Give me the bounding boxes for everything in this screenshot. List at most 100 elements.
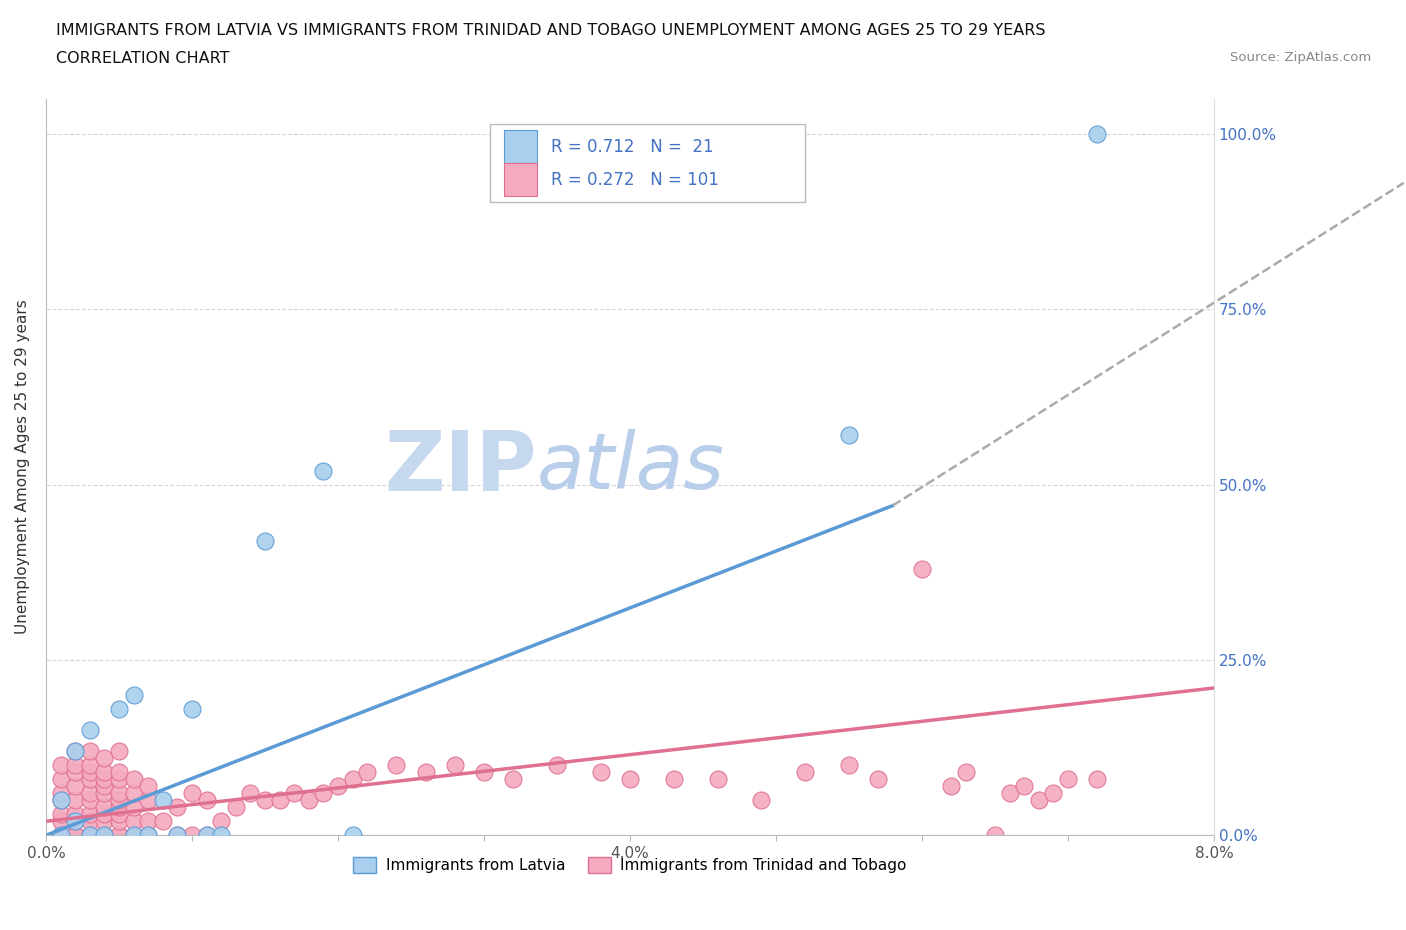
- Point: [108, 800, 131, 815]
- Point: [209, 828, 232, 843]
- Point: [166, 828, 188, 843]
- Point: [93, 786, 115, 801]
- Y-axis label: Unemployment Among Ages 25 to 29 years: Unemployment Among Ages 25 to 29 years: [15, 299, 30, 634]
- Point: [838, 758, 860, 773]
- Point: [63, 828, 86, 843]
- Point: [136, 792, 159, 807]
- Point: [79, 772, 101, 787]
- Point: [122, 828, 145, 843]
- Point: [955, 764, 977, 779]
- Point: [619, 772, 641, 787]
- Point: [79, 786, 101, 801]
- Point: [662, 772, 685, 787]
- Point: [93, 828, 115, 843]
- Legend: Immigrants from Latvia, Immigrants from Trinidad and Tobago: Immigrants from Latvia, Immigrants from …: [347, 851, 912, 879]
- Point: [385, 758, 408, 773]
- Point: [166, 800, 188, 815]
- Point: [122, 772, 145, 787]
- Point: [63, 807, 86, 822]
- Point: [49, 828, 72, 843]
- Point: [1057, 772, 1080, 787]
- Point: [93, 764, 115, 779]
- Point: [49, 772, 72, 787]
- Point: [108, 792, 131, 807]
- Point: [49, 792, 72, 807]
- Point: [1042, 786, 1064, 801]
- Point: [79, 828, 101, 843]
- Point: [356, 764, 378, 779]
- Point: [1012, 778, 1035, 793]
- Point: [63, 744, 86, 759]
- Point: [152, 814, 174, 829]
- Point: [79, 792, 101, 807]
- Point: [49, 792, 72, 807]
- Point: [136, 828, 159, 843]
- Point: [63, 814, 86, 829]
- Point: [181, 786, 204, 801]
- Point: [93, 778, 115, 793]
- Point: [79, 723, 101, 737]
- Point: [749, 792, 772, 807]
- Point: [794, 764, 817, 779]
- Point: [108, 744, 131, 759]
- Point: [79, 828, 101, 843]
- Point: [326, 778, 349, 793]
- Point: [181, 828, 204, 843]
- Point: [312, 463, 335, 478]
- Text: R = 0.272   N = 101: R = 0.272 N = 101: [551, 171, 718, 189]
- Point: [79, 807, 101, 822]
- Point: [79, 828, 101, 843]
- Text: Source: ZipAtlas.com: Source: ZipAtlas.com: [1230, 51, 1371, 64]
- Point: [122, 786, 145, 801]
- Point: [108, 828, 131, 843]
- Text: IMMIGRANTS FROM LATVIA VS IMMIGRANTS FROM TRINIDAD AND TOBAGO UNEMPLOYMENT AMONG: IMMIGRANTS FROM LATVIA VS IMMIGRANTS FRO…: [56, 23, 1046, 38]
- Point: [225, 800, 247, 815]
- Point: [93, 800, 115, 815]
- Point: [63, 814, 86, 829]
- Point: [49, 828, 72, 843]
- Point: [136, 828, 159, 843]
- Point: [152, 792, 174, 807]
- Point: [342, 772, 364, 787]
- Point: [49, 786, 72, 801]
- Point: [312, 786, 335, 801]
- Point: [122, 828, 145, 843]
- Point: [415, 764, 437, 779]
- Point: [93, 751, 115, 765]
- Point: [298, 792, 321, 807]
- Point: [79, 814, 101, 829]
- Point: [122, 800, 145, 815]
- Point: [108, 807, 131, 822]
- Point: [136, 778, 159, 793]
- Point: [706, 772, 728, 787]
- Point: [93, 807, 115, 822]
- Point: [79, 764, 101, 779]
- Text: R = 0.712   N =  21: R = 0.712 N = 21: [551, 138, 713, 155]
- Point: [49, 828, 72, 843]
- Point: [108, 701, 131, 716]
- Point: [93, 772, 115, 787]
- Point: [63, 778, 86, 793]
- Point: [911, 562, 934, 577]
- Point: [269, 792, 291, 807]
- Text: CORRELATION CHART: CORRELATION CHART: [56, 51, 229, 66]
- Point: [868, 772, 890, 787]
- Point: [108, 772, 131, 787]
- Point: [181, 701, 204, 716]
- Point: [108, 764, 131, 779]
- Point: [502, 772, 524, 787]
- Point: [195, 828, 218, 843]
- Point: [1028, 792, 1050, 807]
- Point: [546, 758, 568, 773]
- Point: [63, 792, 86, 807]
- Point: [63, 764, 86, 779]
- Point: [79, 758, 101, 773]
- Point: [79, 744, 101, 759]
- Point: [63, 828, 86, 843]
- Point: [108, 814, 131, 829]
- Point: [472, 764, 495, 779]
- Point: [122, 687, 145, 702]
- Text: ZIP: ZIP: [384, 427, 537, 508]
- Point: [998, 786, 1021, 801]
- Point: [49, 814, 72, 829]
